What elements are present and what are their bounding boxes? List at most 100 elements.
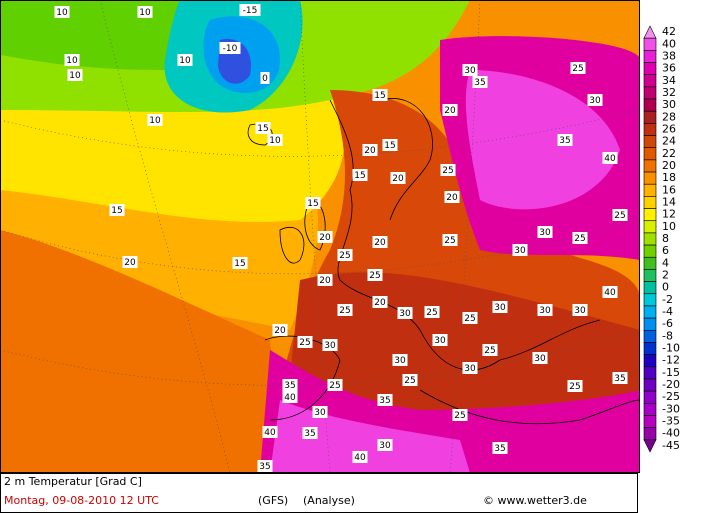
label-box: [67, 69, 83, 81]
footer-credit: © www.wetter3.de: [483, 494, 587, 507]
colorbar-cell: [643, 50, 657, 63]
label-box: [267, 134, 283, 146]
colorbar-cell: [643, 342, 657, 355]
colorbar-cell: [643, 74, 657, 88]
colorbar-label: -6: [662, 317, 673, 330]
label-box: [327, 379, 343, 391]
label-box: [137, 6, 153, 18]
label-box: [402, 374, 418, 386]
colorbar-cell: [643, 86, 657, 100]
map-label: 20: [392, 174, 404, 184]
map-label: 35: [614, 374, 625, 384]
label-box: [462, 362, 478, 374]
map-label: 0: [262, 74, 268, 84]
map-label: 10: [179, 56, 191, 66]
map-label: 20: [319, 276, 331, 286]
map-label: 25: [404, 376, 415, 386]
label-box: [337, 304, 353, 316]
label-box: [567, 380, 583, 392]
colorbar-cell: [643, 232, 657, 246]
map-label: 25: [426, 308, 437, 318]
map-label: 10: [56, 8, 68, 18]
label-box: [312, 406, 328, 418]
label-box: [587, 94, 603, 106]
map-label: 30: [464, 66, 476, 76]
label-box: [372, 296, 388, 308]
colorbar-cell: [643, 256, 657, 270]
colorbar-label: -12: [662, 354, 680, 367]
footer-model: (GFS): [258, 494, 288, 507]
label-box: [257, 460, 273, 472]
label-box: [122, 256, 138, 268]
label-box: [492, 301, 508, 313]
map-label: 15: [354, 171, 365, 181]
label-box: [352, 451, 368, 463]
map-label: 20: [319, 233, 331, 243]
label-box: [367, 269, 383, 281]
colorbar-label: 20: [662, 159, 676, 172]
label-box: [317, 274, 333, 286]
colorbar-label: 26: [662, 122, 676, 135]
map-label: 15: [307, 199, 318, 209]
map-label: 30: [539, 228, 551, 238]
label-box: [492, 442, 508, 454]
map-label: 25: [569, 382, 580, 392]
label-box: [282, 379, 298, 391]
label-box: [392, 354, 408, 366]
colorbar-label: 38: [662, 49, 676, 62]
map-label: 25: [574, 234, 585, 244]
colorbar-cell: [643, 159, 657, 173]
map-label: 20: [374, 238, 386, 248]
colorbar-label: 24: [662, 135, 676, 148]
label-box: [219, 42, 241, 54]
map-label: 15: [374, 91, 385, 101]
label-box: [390, 172, 406, 184]
label-box: [262, 426, 278, 438]
label-box: [570, 62, 586, 74]
label-box: [322, 339, 338, 351]
label-box: [537, 226, 553, 238]
map-label: 30: [314, 408, 326, 418]
colorbar-cell: [643, 317, 657, 331]
colorbar-label: -40: [662, 427, 680, 440]
label-box: [255, 122, 271, 134]
colorbar-label: -4: [662, 305, 673, 318]
map-label: 25: [369, 271, 380, 281]
footer-run: (Analyse): [303, 494, 355, 507]
map-label: 25: [614, 211, 625, 221]
colorbar-cell: [643, 293, 657, 307]
colorbar-cell: [643, 62, 657, 75]
colorbar-label: 40: [662, 37, 676, 50]
map-label: 35: [559, 136, 570, 146]
colorbar-label: -45: [662, 439, 680, 452]
label-box: [482, 344, 498, 356]
label-box: [372, 89, 388, 101]
map-label: 30: [464, 364, 476, 374]
label-box: [372, 236, 388, 248]
map-label: 10: [66, 56, 78, 66]
label-box: [377, 394, 393, 406]
map-label: 10: [269, 136, 281, 146]
label-box: [297, 336, 313, 348]
colorbar-cell: [643, 110, 657, 124]
colorbar-label: 22: [662, 147, 676, 160]
colorbar-cell: [643, 244, 657, 258]
colorbar-label: -20: [662, 378, 680, 391]
label-box: [54, 6, 70, 18]
map-label: 30: [379, 441, 391, 451]
label-box: [239, 4, 261, 16]
footer-box: [0, 473, 638, 513]
map-label: 35: [379, 396, 390, 406]
map-label: 30: [494, 303, 506, 313]
map-label: 20: [364, 146, 376, 156]
colorbar-cell: [643, 281, 657, 295]
colorbar-cell: [643, 415, 657, 428]
colorbar-cell: [643, 171, 657, 185]
label-box: [444, 191, 460, 203]
map-label: 10: [69, 71, 81, 81]
label-box: [260, 72, 270, 84]
colorbar-label: -10: [662, 342, 680, 355]
colorbar-label: -8: [662, 329, 673, 342]
